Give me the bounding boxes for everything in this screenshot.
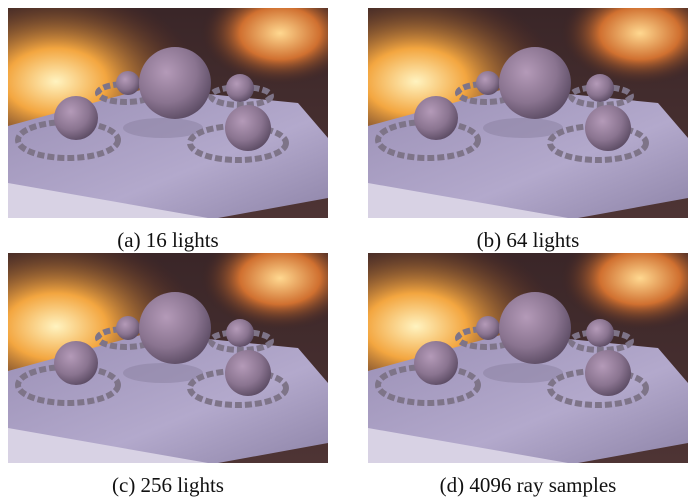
caption: (c) 256 lights	[8, 473, 328, 498]
panel: (b) 64 lights	[368, 8, 688, 253]
render-image	[8, 253, 328, 463]
render-image	[8, 8, 328, 218]
caption: (d) 4096 ray samples	[368, 473, 688, 498]
caption: (a) 16 lights	[8, 228, 328, 253]
panel: (d) 4096 ray samples	[368, 253, 688, 498]
figure: (a) 16 lights (b) 64 lights (c) 256 ligh…	[0, 0, 688, 494]
panel: (c) 256 lights	[8, 253, 328, 498]
panel: (a) 16 lights	[8, 8, 328, 253]
caption: (b) 64 lights	[368, 228, 688, 253]
render-image	[368, 253, 688, 463]
render-image	[368, 8, 688, 218]
